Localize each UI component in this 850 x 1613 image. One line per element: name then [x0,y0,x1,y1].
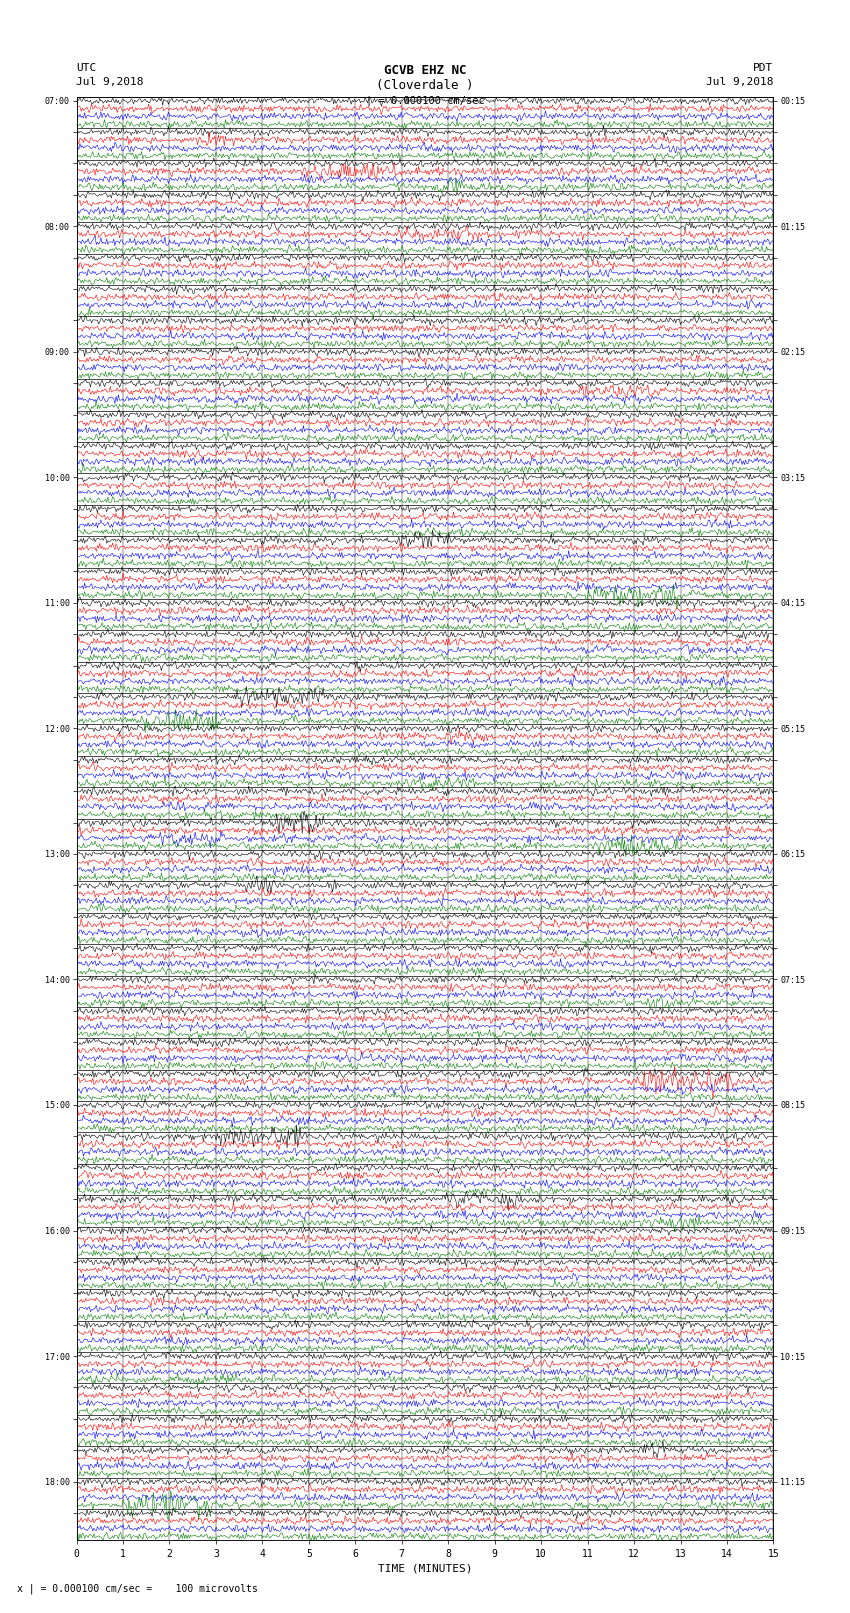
Text: x | = 0.000100 cm/sec =    100 microvolts: x | = 0.000100 cm/sec = 100 microvolts [17,1582,258,1594]
X-axis label: TIME (MINUTES): TIME (MINUTES) [377,1563,473,1574]
Text: GCVB EHZ NC: GCVB EHZ NC [383,65,467,77]
Text: UTC: UTC [76,63,97,73]
Text: (Cloverdale ): (Cloverdale ) [377,79,473,92]
Text: | = 0.000100 cm/sec: | = 0.000100 cm/sec [366,95,484,106]
Text: PDT: PDT [753,63,774,73]
Text: Jul 9,2018: Jul 9,2018 [76,77,144,87]
Text: Jul 9,2018: Jul 9,2018 [706,77,774,87]
